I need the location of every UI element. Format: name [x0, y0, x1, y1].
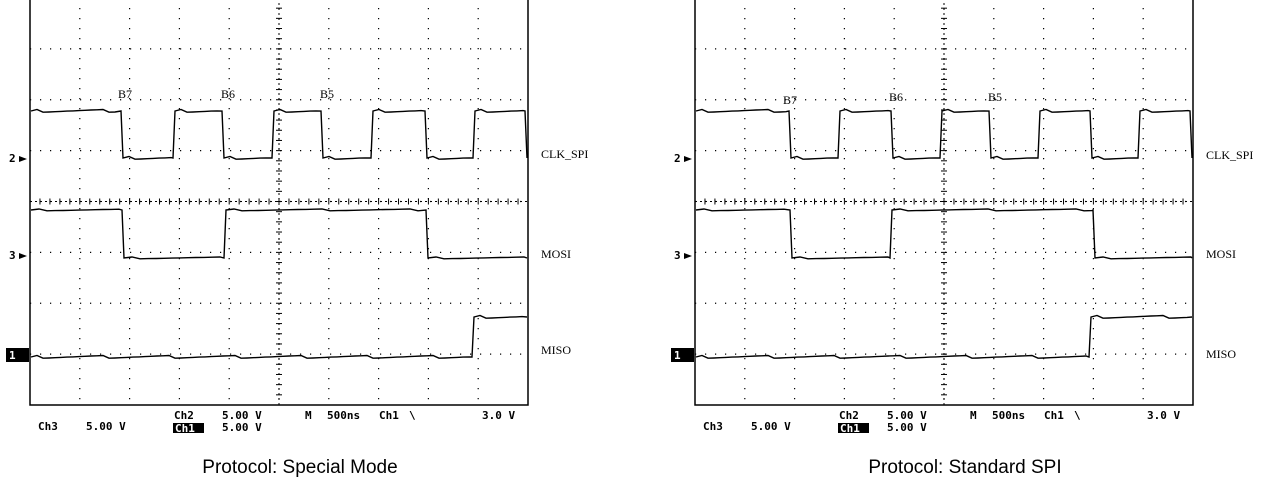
readout-trigger-source: Ch1 — [379, 409, 399, 422]
scope-capture-special-mode: 2 3 1 B7 B6 B5 CLK_SPI MOSI MISO Ch3 5.0… — [0, 0, 600, 487]
graticule — [694, 0, 1194, 405]
channel-label-clk-spi: CLK_SPI — [541, 147, 588, 161]
channel-1-marker: 1 — [674, 349, 681, 362]
bit-label-b6: B6 — [889, 90, 903, 104]
channel-2-arrow-icon — [19, 156, 27, 162]
screen-border — [694, 0, 1194, 406]
readout-ch2-volts: 5.00 V — [222, 409, 262, 422]
oscilloscope-screen: 2 3 1 B7 B6 B5 CLK_SPI MOSI MISO Ch3 5.0… — [6, 0, 588, 435]
screen-border — [29, 0, 529, 406]
readout-ch3-volts: 5.00 V — [86, 420, 126, 433]
readout-ch2: Ch2 — [839, 409, 859, 422]
channel-3-marker: 3 — [9, 249, 16, 262]
bit-label-b5: B5 — [320, 87, 334, 101]
channel-1-marker-box — [6, 348, 29, 362]
readout-ch1-tag-box — [173, 423, 204, 433]
caption: Protocol: Standard SPI — [868, 457, 1062, 478]
clk-spi-trace — [695, 108, 1193, 160]
readout-timebase: 500ns — [327, 409, 360, 422]
miso-trace — [30, 314, 528, 359]
channel-label-mosi: MOSI — [1206, 247, 1236, 261]
bit-label-b5: B5 — [988, 90, 1002, 104]
channel-3-arrow-icon — [19, 253, 27, 259]
readout-trigger-level: 3.0 V — [1147, 409, 1180, 422]
mosi-trace — [695, 208, 1193, 260]
readout-ch2: Ch2 — [174, 409, 194, 422]
readout-ch1-tag: Ch1 — [175, 422, 195, 435]
channel-label-miso: MISO — [541, 343, 571, 357]
channel-label-clk-spi: CLK_SPI — [1206, 148, 1253, 162]
channel-label-miso: MISO — [1206, 347, 1236, 361]
readout-trigger-slope-icon: \ — [1074, 409, 1081, 422]
readout-timebase-label: M — [305, 409, 312, 422]
readout-ch3: Ch3 — [703, 420, 723, 433]
channel-1-marker: 1 — [9, 349, 16, 362]
readout-ch1-volts: 5.00 V — [887, 421, 927, 434]
channel-2-marker: 2 — [9, 152, 16, 165]
miso-trace — [695, 314, 1193, 359]
channel-3-marker: 3 — [674, 249, 681, 262]
readout-trigger-level: 3.0 V — [482, 409, 515, 422]
mosi-trace — [30, 208, 528, 260]
channel-3-arrow-icon — [684, 253, 692, 259]
caption: Protocol: Special Mode — [202, 457, 398, 478]
channel-2-arrow-icon — [684, 156, 692, 162]
readout-ch3: Ch3 — [38, 420, 58, 433]
readout-timebase-label: M — [970, 409, 977, 422]
readout-ch1-tag: Ch1 — [840, 422, 860, 435]
channel-label-mosi: MOSI — [541, 247, 571, 261]
scope-capture-standard-spi: 2 3 1 B7 B6 B5 CLK_SPI MOSI MISO Ch3 5.0… — [665, 0, 1265, 487]
readout-trigger-source: Ch1 — [1044, 409, 1064, 422]
graticule — [29, 0, 529, 405]
channel-1-marker-box — [671, 348, 694, 362]
clk-spi-trace — [30, 108, 528, 160]
bit-label-b7: B7 — [118, 87, 132, 101]
readout-ch3-volts: 5.00 V — [751, 420, 791, 433]
readout-ch2-volts: 5.00 V — [887, 409, 927, 422]
readout-timebase: 500ns — [992, 409, 1025, 422]
readout-trigger-slope-icon: \ — [409, 409, 416, 422]
channel-2-marker: 2 — [674, 152, 681, 165]
bit-label-b7: B7 — [783, 93, 797, 107]
bit-label-b6: B6 — [221, 87, 235, 101]
readout-ch1-tag-box — [838, 423, 869, 433]
oscilloscope-screen: 2 3 1 B7 B6 B5 CLK_SPI MOSI MISO Ch3 5.0… — [671, 0, 1253, 435]
readout-ch1-volts: 5.00 V — [222, 421, 262, 434]
